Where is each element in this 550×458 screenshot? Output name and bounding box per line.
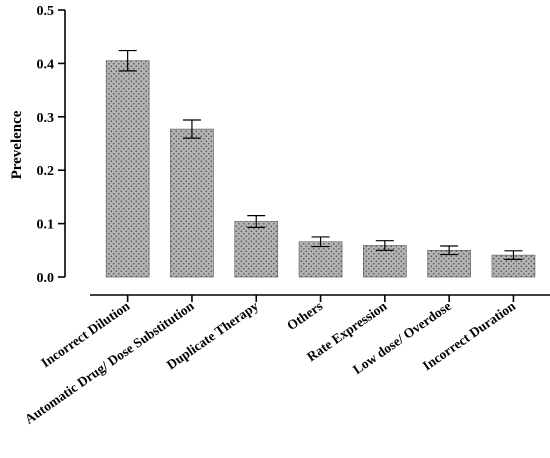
y-tick-label: 0.2 (37, 164, 55, 179)
axes-layer (58, 9, 550, 302)
bar (105, 60, 150, 278)
y-tick-label: 0.3 (37, 111, 55, 126)
bar (298, 241, 343, 278)
bars-layer (105, 49, 536, 278)
bar (234, 221, 279, 278)
y-tick-label: 0.5 (37, 4, 55, 19)
y-tick-label: 0.0 (37, 271, 55, 286)
bar (170, 128, 214, 278)
y-tick-label: 0.1 (37, 218, 55, 233)
category-label: Others (284, 298, 325, 333)
y-tick-label: 0.4 (37, 57, 55, 72)
y-axis-title: Prevelence (9, 110, 25, 179)
